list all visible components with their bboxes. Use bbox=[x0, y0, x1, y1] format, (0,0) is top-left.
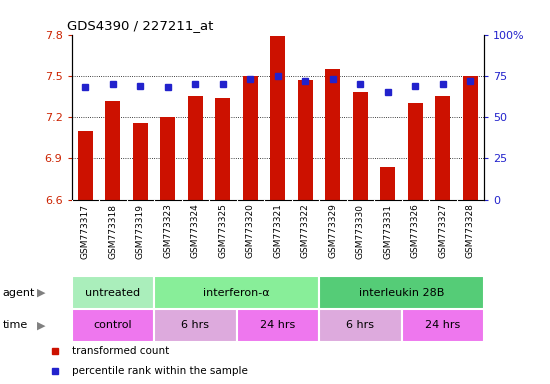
Text: GSM773323: GSM773323 bbox=[163, 204, 172, 258]
Bar bbox=[319, 309, 402, 342]
Text: 6 hrs: 6 hrs bbox=[182, 320, 209, 331]
Bar bbox=[270, 36, 285, 200]
Text: 24 hrs: 24 hrs bbox=[425, 320, 460, 331]
Bar bbox=[133, 122, 148, 200]
Text: GSM773328: GSM773328 bbox=[466, 204, 475, 258]
Bar bbox=[380, 167, 395, 200]
Text: 6 hrs: 6 hrs bbox=[346, 320, 374, 331]
Text: GSM773319: GSM773319 bbox=[136, 204, 145, 258]
Text: control: control bbox=[94, 320, 132, 331]
Bar bbox=[72, 309, 154, 342]
Text: GSM773330: GSM773330 bbox=[356, 204, 365, 258]
Text: GDS4390 / 227211_at: GDS4390 / 227211_at bbox=[67, 19, 214, 32]
Text: GSM773318: GSM773318 bbox=[108, 204, 117, 258]
Bar bbox=[353, 92, 368, 200]
Text: agent: agent bbox=[3, 288, 35, 298]
Bar bbox=[154, 276, 319, 309]
Text: interferon-α: interferon-α bbox=[203, 288, 270, 298]
Bar bbox=[325, 69, 340, 200]
Text: GSM773317: GSM773317 bbox=[81, 204, 90, 258]
Text: untreated: untreated bbox=[85, 288, 140, 298]
Bar bbox=[435, 96, 450, 200]
Text: percentile rank within the sample: percentile rank within the sample bbox=[72, 366, 248, 376]
Text: ▶: ▶ bbox=[37, 288, 46, 298]
Bar bbox=[236, 309, 319, 342]
Text: GSM773320: GSM773320 bbox=[246, 204, 255, 258]
Text: GSM773327: GSM773327 bbox=[438, 204, 447, 258]
Bar bbox=[243, 76, 258, 200]
Text: GSM773326: GSM773326 bbox=[411, 204, 420, 258]
Bar bbox=[78, 131, 93, 200]
Text: GSM773324: GSM773324 bbox=[191, 204, 200, 258]
Text: transformed count: transformed count bbox=[72, 346, 169, 356]
Bar bbox=[72, 276, 154, 309]
Text: 24 hrs: 24 hrs bbox=[260, 320, 295, 331]
Bar bbox=[188, 96, 203, 200]
Bar bbox=[408, 103, 423, 200]
Text: interleukin 28B: interleukin 28B bbox=[359, 288, 444, 298]
Text: GSM773325: GSM773325 bbox=[218, 204, 227, 258]
Bar bbox=[154, 309, 236, 342]
Bar bbox=[402, 309, 484, 342]
Text: GSM773329: GSM773329 bbox=[328, 204, 337, 258]
Text: GSM773321: GSM773321 bbox=[273, 204, 282, 258]
Bar bbox=[298, 80, 313, 200]
Bar bbox=[319, 276, 484, 309]
Bar bbox=[463, 76, 478, 200]
Bar bbox=[105, 101, 120, 200]
Text: ▶: ▶ bbox=[37, 320, 46, 331]
Bar bbox=[215, 98, 230, 200]
Text: time: time bbox=[3, 320, 28, 331]
Text: GSM773331: GSM773331 bbox=[383, 204, 392, 258]
Bar bbox=[160, 117, 175, 200]
Text: GSM773322: GSM773322 bbox=[301, 204, 310, 258]
